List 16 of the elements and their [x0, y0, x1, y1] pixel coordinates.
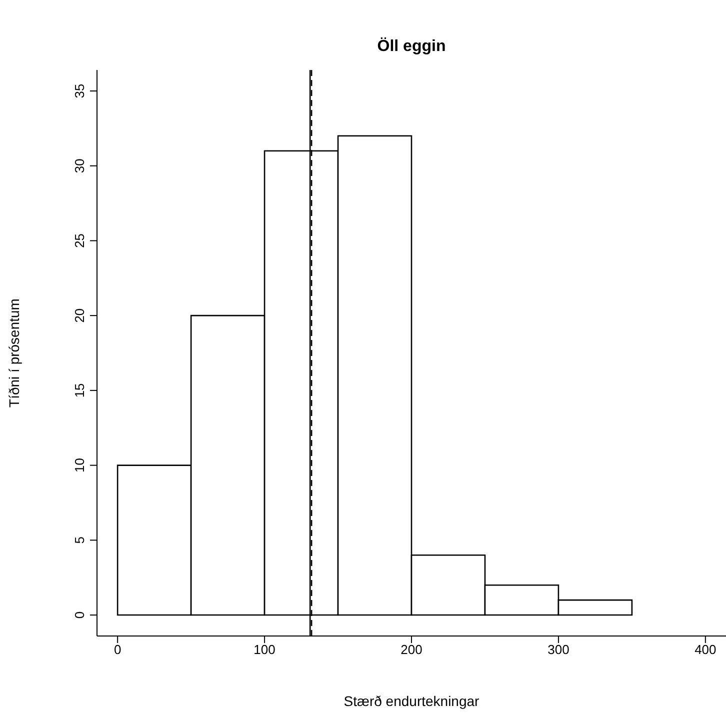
y-tick-label: 35	[72, 84, 87, 98]
chart-title: Öll eggin	[376, 38, 447, 56]
x-tick-label: 100	[254, 642, 276, 658]
y-axis-title: Tíðni í prósentum	[6, 298, 22, 408]
y-tick-label: 20	[72, 308, 87, 323]
x-tick-label: 200	[400, 642, 422, 658]
x-tick-label: 300	[548, 642, 570, 658]
y-tick-label: 25	[72, 233, 87, 248]
x-axis-title: Stærð endurtekningar	[344, 693, 480, 709]
x-tick-label: 400	[694, 642, 716, 658]
x-tick-label: 0	[114, 642, 122, 658]
y-tick-label: 5	[72, 536, 87, 544]
y-tick-label: 30	[72, 158, 87, 174]
y-tick-label: 0	[72, 611, 87, 619]
y-tick-label: 10	[72, 458, 87, 473]
y-tick-label: 15	[72, 383, 87, 398]
